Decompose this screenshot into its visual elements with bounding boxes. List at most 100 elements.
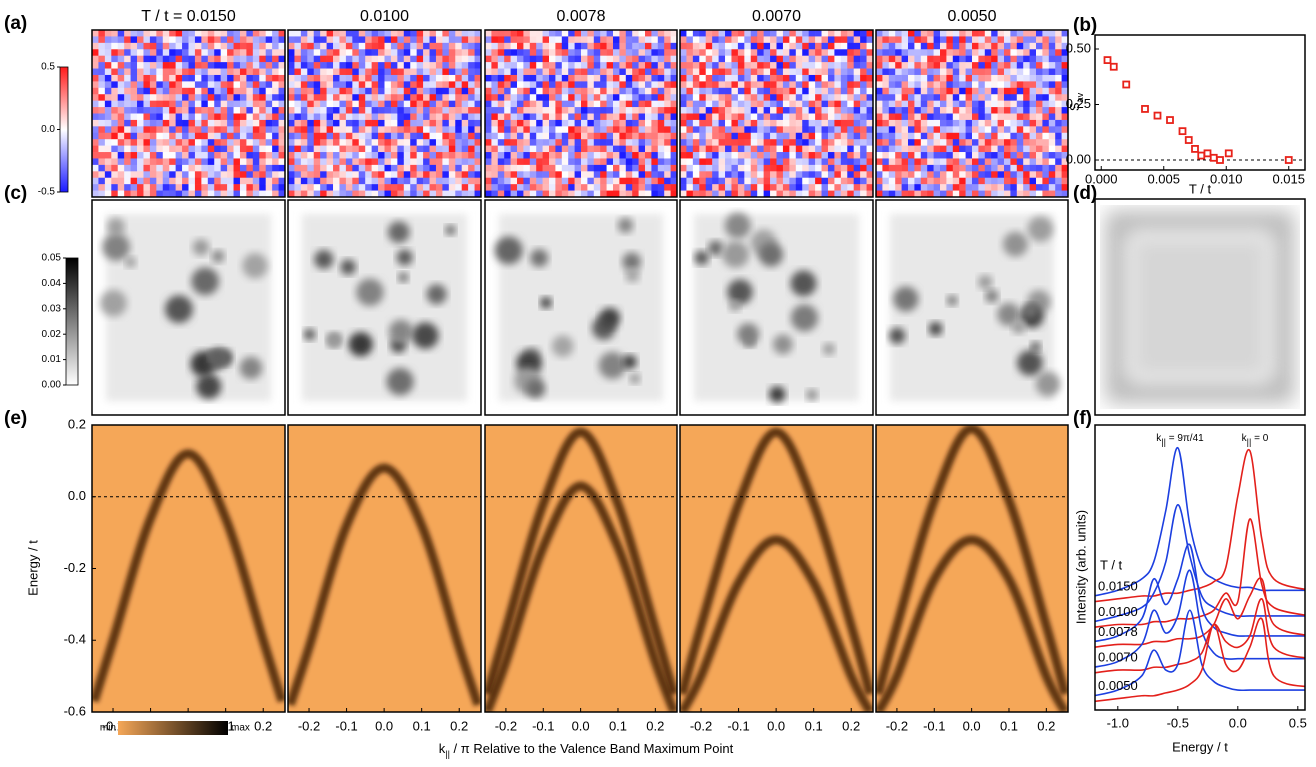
pixel <box>959 152 966 159</box>
pixel <box>985 94 992 101</box>
pixel <box>607 146 614 153</box>
panel-background <box>1095 425 1305 710</box>
pixel <box>946 43 953 50</box>
pixel <box>221 158 228 165</box>
pixel <box>410 133 417 140</box>
pixel <box>449 120 456 127</box>
pixel <box>246 146 253 153</box>
pixel <box>272 81 279 88</box>
pixel <box>240 139 247 146</box>
pixel <box>882 49 889 56</box>
pixel <box>889 81 896 88</box>
pixel <box>352 120 359 127</box>
pixel <box>169 158 176 165</box>
pixel <box>998 75 1005 82</box>
pixel <box>1049 75 1056 82</box>
pixel <box>613 88 620 95</box>
pixel <box>118 30 125 37</box>
pixel <box>240 56 247 63</box>
pixel <box>359 43 366 50</box>
pixel <box>143 158 150 165</box>
pixel <box>333 56 340 63</box>
pixel <box>124 56 131 63</box>
pixel <box>1004 43 1011 50</box>
pixel <box>978 139 985 146</box>
pixel <box>359 36 366 43</box>
pixel <box>847 101 854 108</box>
pixel <box>346 107 353 114</box>
pixel <box>137 107 144 114</box>
pixel <box>536 101 543 108</box>
pixel <box>834 158 841 165</box>
pixel <box>266 184 273 191</box>
pixel <box>706 101 713 108</box>
pixel <box>882 165 889 172</box>
pixel <box>600 75 607 82</box>
pixel <box>651 120 658 127</box>
pixel <box>208 75 215 82</box>
pixel <box>163 184 170 191</box>
pixel <box>876 62 883 69</box>
pixel <box>288 36 295 43</box>
pixel <box>549 139 556 146</box>
pixel <box>462 184 469 191</box>
pixel <box>985 133 992 140</box>
pixel <box>841 171 848 178</box>
pixel <box>423 146 430 153</box>
pixel <box>449 69 456 76</box>
pixel <box>651 171 658 178</box>
pixel <box>430 158 437 165</box>
pixel <box>712 36 719 43</box>
pixel <box>208 184 215 191</box>
pixel <box>777 139 784 146</box>
pixel <box>876 114 883 121</box>
pixel <box>777 120 784 127</box>
pixel <box>314 184 321 191</box>
pixel <box>536 133 543 140</box>
pixel <box>430 178 437 185</box>
pixel <box>914 114 921 121</box>
pixel <box>639 75 646 82</box>
pixel <box>841 69 848 76</box>
pixel <box>719 133 726 140</box>
pixel <box>436 75 443 82</box>
pixel <box>201 56 208 63</box>
pixel <box>253 81 260 88</box>
pixel <box>462 49 469 56</box>
pixel <box>1030 114 1037 121</box>
pixel <box>504 75 511 82</box>
pixel <box>372 146 379 153</box>
pixel <box>712 94 719 101</box>
pixel <box>706 133 713 140</box>
pixel <box>841 88 848 95</box>
pixel <box>259 171 266 178</box>
pixel <box>214 152 221 159</box>
pixel <box>410 120 417 127</box>
pixel <box>796 49 803 56</box>
pixel <box>1004 165 1011 172</box>
pixel <box>731 139 738 146</box>
pixel <box>536 36 543 43</box>
pixel <box>664 30 671 37</box>
pixel <box>946 69 953 76</box>
pixel <box>462 56 469 63</box>
pixel <box>876 94 883 101</box>
pixel <box>686 30 693 37</box>
pixel <box>221 146 228 153</box>
blob <box>625 268 639 282</box>
pixel <box>802 146 809 153</box>
pixel <box>770 184 777 191</box>
pixel <box>227 88 234 95</box>
pixel <box>221 178 228 185</box>
pixel <box>921 107 928 114</box>
pixel <box>972 107 979 114</box>
blob <box>387 368 414 395</box>
pixel <box>802 165 809 172</box>
pixel <box>854 126 861 133</box>
pixel <box>288 178 295 185</box>
blob <box>823 343 835 355</box>
pixel <box>491 69 498 76</box>
pixel <box>246 30 253 37</box>
pixel <box>632 69 639 76</box>
x-axis-label-part: / π Relative to the Valence Band Maximum… <box>450 741 734 756</box>
